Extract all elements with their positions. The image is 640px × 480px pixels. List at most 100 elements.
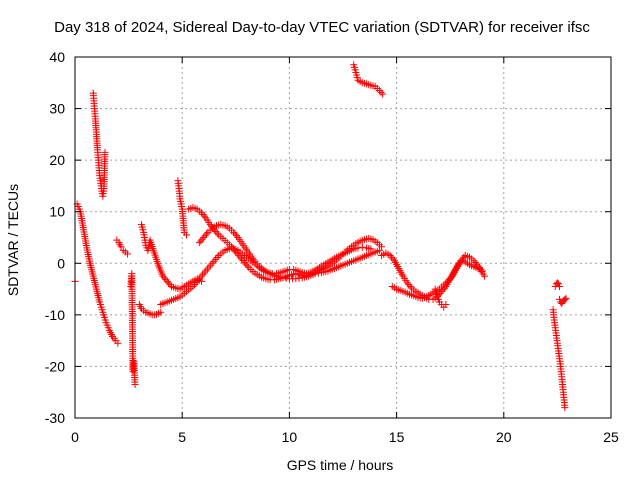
data-point [213,253,221,261]
data-point [197,209,205,217]
data-point [556,282,564,290]
data-point [386,252,394,260]
data-point [378,243,386,251]
data-point [232,248,240,256]
data-point [208,259,216,267]
data-point [457,257,465,265]
data-point [165,279,173,287]
data-point [124,250,132,258]
series-arc-11 [350,61,387,98]
data-point [131,380,139,388]
series-arc-17 [556,294,570,308]
data-point [442,301,450,309]
data-point [231,230,239,238]
data-point [207,261,215,269]
data-point [202,267,210,275]
data-point [210,257,218,265]
data-point [198,235,206,243]
data-point [213,229,221,237]
data-point [440,284,448,292]
data-point [561,295,569,303]
series-arc-1 [73,200,122,347]
data-point [200,212,208,220]
data-point [242,260,250,268]
data-point [474,262,482,270]
data-point [202,230,210,238]
data-point [481,272,489,280]
chart-title: Day 318 of 2024, Sidereal Day-to-day VTE… [54,19,590,36]
y-axis-label: SDTVAR / TECUs [5,184,21,296]
data-point [212,227,220,235]
data-point [197,237,205,245]
x-axis-label: GPS time / hours [287,457,394,473]
data-point [473,260,481,268]
y-tick-label: 0 [57,255,65,271]
data-point [166,281,174,289]
data-point [478,267,486,275]
data-point [561,404,569,412]
data-point [445,276,453,284]
data-point [477,265,485,273]
data-point [157,308,165,316]
data-point [160,274,168,282]
data-point [199,210,207,218]
x-tick-label: 0 [71,429,79,445]
data-point [379,90,387,98]
data-point [233,250,241,258]
y-tick-label: 30 [49,101,65,117]
data-point [358,243,366,251]
data-point [238,255,246,263]
data-point [203,265,211,273]
x-tick-label: 20 [496,429,512,445]
x-tick-label: 25 [603,429,619,445]
data-point [354,244,362,252]
data-point [228,243,236,251]
data-point [562,294,570,302]
series-arc-5 [135,301,165,319]
series-arc-15 [551,279,564,290]
data-point [205,263,213,271]
tick-layer: 0 5 10 15 20 25 -30 -20 -10 0 10 20 30 40 [45,49,619,445]
data-point [243,262,251,270]
data-point [159,272,167,280]
data-point [375,87,383,95]
data-point [114,339,122,347]
x-tick-label: 5 [178,429,186,445]
data-point [470,257,478,265]
series-arc-14 [431,285,450,311]
data-point [211,255,219,263]
y-tick-label: -30 [45,410,65,426]
series-arc-7 [174,177,190,239]
data-point [377,88,385,96]
series-layer [71,61,570,412]
data-point [101,148,109,156]
data-point [229,245,237,253]
data-point [233,232,241,240]
data-point [163,277,171,285]
series-arc-4 [127,270,139,388]
data-point [230,228,238,236]
series-arc-10 [195,221,375,278]
y-tick-label: 20 [49,152,65,168]
data-point [444,277,452,285]
data-point [162,276,170,284]
data-point [239,257,247,265]
grid-layer [75,57,611,418]
data-point [195,239,203,247]
y-tick-label: -10 [45,307,65,323]
data-point [240,258,248,266]
data-point [388,253,396,261]
data-point [367,245,375,253]
plot-frame [74,56,612,419]
data-point [295,274,303,282]
data-point [200,269,208,277]
data-point [201,232,209,240]
x-tick-label: 15 [389,429,405,445]
data-point [553,279,561,287]
series-arc-16 [549,306,569,412]
data-point [389,255,397,263]
data-point [405,281,413,289]
x-tick-label: 10 [282,429,298,445]
